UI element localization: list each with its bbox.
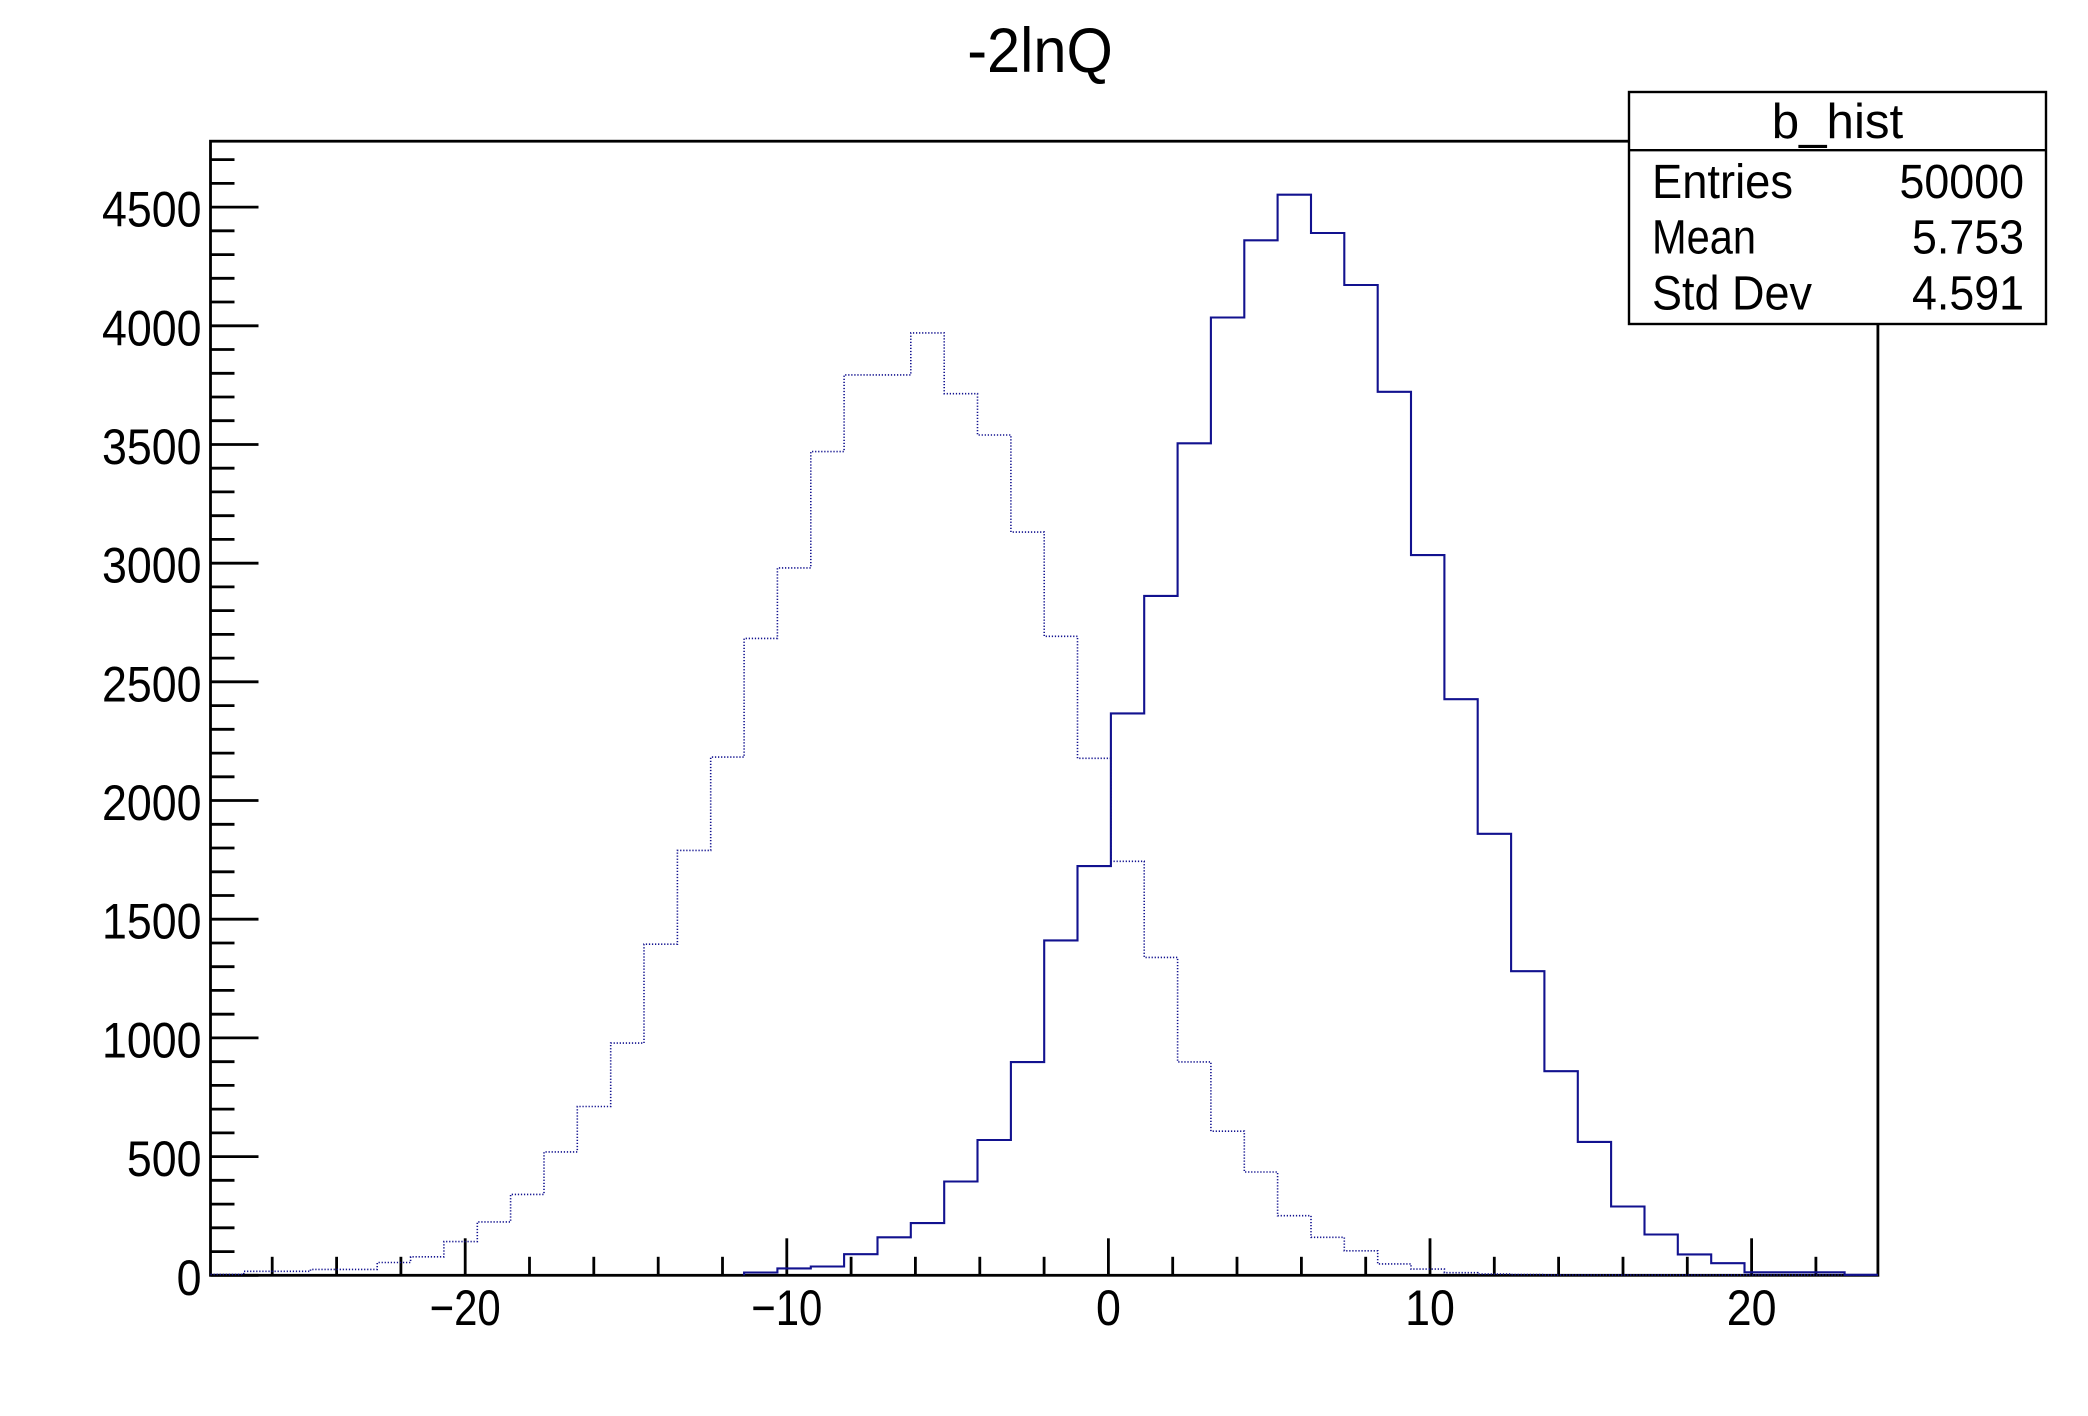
svg-text:3000: 3000 <box>102 538 202 594</box>
svg-text:Std Dev: Std Dev <box>1652 268 1812 321</box>
svg-text:Mean: Mean <box>1652 212 1756 265</box>
svg-text:−20: −20 <box>430 1280 501 1336</box>
svg-text:10: 10 <box>1405 1280 1455 1336</box>
svg-text:3500: 3500 <box>102 419 202 475</box>
svg-text:500: 500 <box>127 1131 202 1187</box>
svg-text:1000: 1000 <box>102 1012 202 1068</box>
svg-text:b_hist: b_hist <box>1772 95 1904 149</box>
svg-text:2500: 2500 <box>102 656 202 712</box>
svg-text:50000: 50000 <box>1900 156 2025 209</box>
svg-text:0: 0 <box>177 1250 202 1306</box>
svg-text:4500: 4500 <box>102 182 202 238</box>
svg-text:0: 0 <box>1096 1280 1121 1336</box>
svg-text:5.753: 5.753 <box>1912 212 2024 265</box>
svg-text:2000: 2000 <box>102 775 202 831</box>
svg-text:−10: −10 <box>751 1280 822 1336</box>
svg-text:4.591: 4.591 <box>1912 268 2024 321</box>
svg-text:4000: 4000 <box>102 300 202 356</box>
svg-text:-2lnQ: -2lnQ <box>967 16 1113 86</box>
svg-text:20: 20 <box>1727 1280 1777 1336</box>
svg-text:1500: 1500 <box>102 894 202 950</box>
svg-text:Entries: Entries <box>1652 156 1793 209</box>
